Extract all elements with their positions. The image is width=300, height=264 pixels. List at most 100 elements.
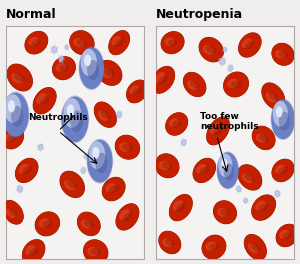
Ellipse shape [84, 154, 88, 159]
Circle shape [21, 190, 23, 193]
Circle shape [59, 60, 61, 63]
Ellipse shape [33, 87, 57, 114]
Ellipse shape [64, 180, 75, 190]
Circle shape [89, 141, 105, 169]
Ellipse shape [40, 96, 50, 105]
Ellipse shape [101, 68, 112, 78]
Ellipse shape [22, 239, 45, 264]
Circle shape [8, 100, 15, 112]
Circle shape [88, 155, 89, 157]
Ellipse shape [172, 120, 182, 128]
Circle shape [222, 49, 224, 51]
Ellipse shape [227, 79, 238, 88]
Ellipse shape [262, 83, 285, 110]
Ellipse shape [282, 232, 292, 239]
Ellipse shape [183, 72, 206, 97]
Circle shape [3, 93, 29, 137]
Circle shape [276, 106, 283, 117]
Circle shape [62, 60, 63, 63]
Circle shape [182, 138, 184, 140]
Circle shape [67, 104, 74, 117]
Ellipse shape [67, 180, 77, 189]
Circle shape [236, 188, 237, 191]
Circle shape [274, 194, 276, 196]
Ellipse shape [83, 239, 108, 264]
Ellipse shape [276, 224, 298, 247]
Ellipse shape [259, 134, 269, 142]
Circle shape [244, 197, 246, 199]
Ellipse shape [105, 183, 116, 192]
Circle shape [81, 49, 97, 76]
Ellipse shape [259, 204, 269, 212]
Circle shape [63, 58, 64, 60]
Ellipse shape [161, 31, 184, 54]
Ellipse shape [199, 37, 224, 62]
Circle shape [277, 189, 278, 192]
Ellipse shape [242, 38, 252, 48]
Circle shape [38, 148, 39, 151]
Ellipse shape [15, 158, 38, 183]
Ellipse shape [19, 164, 29, 173]
Ellipse shape [81, 220, 91, 229]
Circle shape [40, 149, 42, 152]
Ellipse shape [169, 118, 179, 127]
Ellipse shape [272, 43, 295, 66]
Circle shape [62, 55, 63, 58]
Ellipse shape [126, 79, 148, 103]
Ellipse shape [116, 203, 140, 230]
Ellipse shape [65, 45, 68, 50]
Circle shape [221, 56, 223, 59]
Text: Neutropenia: Neutropenia [156, 8, 243, 21]
Circle shape [217, 152, 239, 190]
Ellipse shape [122, 144, 133, 151]
Ellipse shape [26, 245, 36, 255]
Ellipse shape [266, 92, 276, 103]
Circle shape [80, 169, 81, 171]
Ellipse shape [210, 122, 220, 134]
Ellipse shape [109, 30, 130, 55]
Ellipse shape [5, 132, 15, 141]
Ellipse shape [166, 112, 188, 135]
Ellipse shape [7, 64, 33, 91]
Ellipse shape [2, 200, 24, 225]
Ellipse shape [97, 60, 122, 86]
Circle shape [42, 144, 44, 146]
Circle shape [79, 47, 104, 89]
Ellipse shape [220, 209, 230, 216]
Circle shape [16, 185, 18, 188]
Text: Neutrophils: Neutrophils [28, 113, 88, 122]
Circle shape [183, 145, 185, 147]
Circle shape [53, 44, 55, 47]
Circle shape [221, 158, 227, 169]
Ellipse shape [244, 234, 267, 260]
Ellipse shape [28, 37, 38, 46]
Ellipse shape [151, 66, 175, 94]
Ellipse shape [276, 224, 298, 247]
Ellipse shape [8, 208, 17, 216]
Text: Too few
neutrophils: Too few neutrophils [200, 112, 259, 131]
Ellipse shape [165, 112, 188, 136]
Circle shape [185, 139, 187, 142]
Circle shape [217, 152, 239, 188]
Ellipse shape [154, 72, 165, 83]
Ellipse shape [278, 51, 288, 58]
Circle shape [39, 143, 41, 145]
Ellipse shape [52, 46, 57, 53]
Ellipse shape [126, 80, 148, 103]
Ellipse shape [98, 111, 108, 121]
Ellipse shape [278, 167, 288, 174]
Circle shape [119, 117, 121, 119]
Ellipse shape [73, 38, 85, 47]
Circle shape [53, 52, 55, 55]
Ellipse shape [119, 143, 130, 152]
Ellipse shape [181, 140, 186, 145]
Circle shape [240, 190, 241, 193]
Ellipse shape [155, 154, 179, 178]
Ellipse shape [159, 231, 181, 254]
Ellipse shape [199, 37, 224, 62]
Ellipse shape [169, 194, 193, 221]
Ellipse shape [251, 195, 276, 220]
Ellipse shape [252, 126, 275, 150]
Circle shape [223, 47, 224, 49]
Ellipse shape [104, 69, 115, 77]
